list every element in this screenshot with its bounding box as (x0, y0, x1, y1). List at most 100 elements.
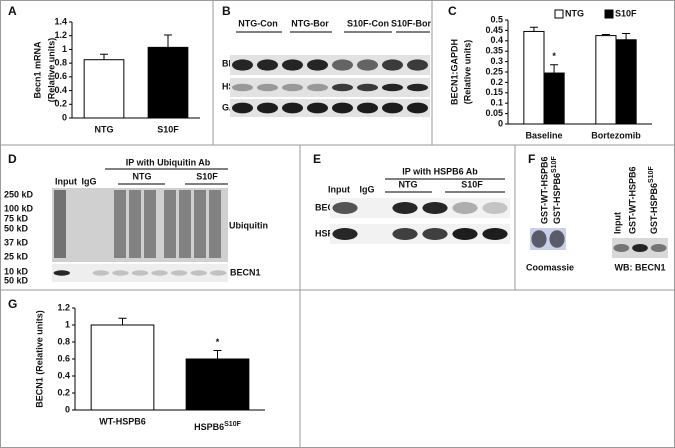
y-tick-label: 0.6 (54, 71, 67, 81)
blot-band (482, 228, 508, 240)
error-bar (213, 350, 222, 359)
caption: WB: BECN1 (615, 262, 666, 272)
lane-label: Input (612, 212, 622, 234)
y-tick-label: 1.2 (54, 30, 67, 40)
legend-label: NTG (565, 8, 584, 18)
blot-band (232, 59, 253, 71)
blot-strip (330, 198, 510, 218)
blot-smear (129, 190, 141, 258)
column-label: S10F-Con (347, 18, 389, 28)
legend-swatch (604, 9, 614, 19)
y-tick-label: 0.4 (54, 85, 67, 95)
blot-band (332, 59, 353, 71)
superscript: S10F (224, 421, 241, 428)
marker: 50 kD (4, 275, 29, 285)
blot-band (53, 270, 70, 276)
blot-band (452, 228, 478, 240)
y-tick-label: 1 (62, 44, 67, 54)
blot-band (392, 228, 418, 240)
blot-strip (52, 264, 228, 282)
panel-letter: A (8, 4, 17, 18)
y-axis-label: BECN1 (Relative units) (34, 310, 44, 408)
blot-band (282, 59, 303, 71)
marker: 50 kD (4, 223, 29, 233)
y-tick-label: 0.3 (490, 56, 503, 66)
lane-text: GST-HSPB6 (552, 173, 562, 224)
y-tick-label: 1.2 (57, 302, 70, 312)
bar (147, 46, 189, 119)
blot-strip (230, 99, 430, 117)
y-axis-label: Becn1 mRNA (32, 41, 42, 99)
blot-band (282, 83, 303, 92)
blot-band (531, 230, 547, 248)
y-axis-label: (Relative units) (46, 38, 56, 103)
header: IP with HSPB6 Ab (402, 166, 478, 176)
error-bar (164, 34, 172, 48)
bar (543, 72, 565, 125)
y-tick-label: 0.2 (57, 387, 70, 397)
y-tick-label: 0 (498, 118, 503, 128)
lane-lines (105, 168, 228, 185)
error-bar (118, 317, 127, 325)
bar (83, 59, 125, 119)
y-tick-label: 0.45 (485, 25, 503, 35)
lane-label: Input (55, 176, 77, 186)
blot-band (170, 270, 188, 276)
row-label: Ubiquitin (229, 220, 268, 230)
blot-band (131, 270, 149, 276)
blot-band (407, 83, 428, 92)
header: IP with Ubiquitin Ab (126, 157, 211, 167)
error-bar (529, 26, 538, 32)
blot-band (632, 244, 648, 252)
panel-letter: D (8, 152, 17, 166)
error-bar (622, 33, 631, 40)
blot-band (332, 202, 358, 214)
y-tick-label: 0.25 (485, 66, 503, 76)
blot-strip (230, 55, 430, 75)
blot-smear (114, 190, 126, 258)
blot-strip (230, 78, 430, 97)
panel-letter: G (8, 297, 17, 311)
y-tick-label: 1 (65, 319, 70, 329)
bar (595, 35, 617, 125)
blot-band (357, 59, 378, 71)
legend-swatch (554, 9, 564, 19)
y-tick-label: 0 (62, 112, 67, 122)
column-label: NTG-Bor (291, 18, 329, 28)
y-tick-label: 0.2 (54, 99, 67, 109)
lane-label: GST-HSPB6S10F (648, 166, 660, 234)
blot-band (452, 202, 478, 214)
blot-band (257, 83, 278, 92)
bar (185, 358, 250, 411)
y-tick-label: 0.8 (54, 58, 67, 68)
blot-band (332, 102, 353, 114)
superscript: S10F (551, 156, 558, 173)
blot-band (210, 270, 227, 276)
panel-letter: B (222, 4, 231, 18)
lane-text: GST-HSPB6 (649, 183, 659, 234)
error-bar (550, 64, 559, 74)
blot-band (482, 202, 508, 214)
marker: 37 kD (4, 237, 29, 247)
blot-band (422, 228, 448, 240)
blot-band (307, 59, 328, 71)
blot-band (332, 83, 353, 92)
x-tick-label: NTG (95, 124, 114, 134)
blot-band (392, 202, 418, 214)
row-label: BECN1 (230, 267, 261, 277)
blot-band (332, 228, 358, 240)
marker: 10 kD (4, 266, 29, 276)
blot-smear (194, 190, 206, 258)
blot-band (382, 83, 403, 92)
y-tick-label: 0.5 (490, 14, 503, 24)
column-label: NTG-Con (238, 18, 278, 28)
panel-letter: E (313, 152, 321, 166)
blot-band (112, 270, 129, 276)
group-label: S10F (196, 171, 218, 181)
annotation: * (216, 337, 220, 347)
blot-smear (54, 190, 66, 258)
blot-band (190, 270, 207, 276)
lane-lines (385, 178, 505, 193)
y-axis-label: BECN1:GAPDH (449, 39, 459, 105)
